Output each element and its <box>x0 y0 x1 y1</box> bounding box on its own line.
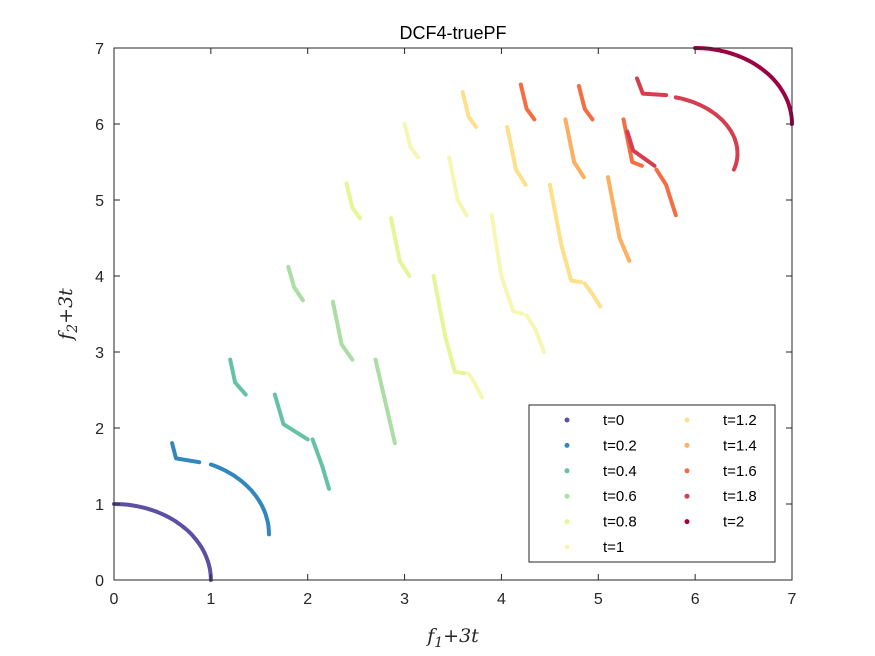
legend-label: t=1 <box>603 539 624 556</box>
series-segment <box>582 281 603 309</box>
series-segment <box>654 167 678 218</box>
legend-label: t=0.8 <box>603 514 637 531</box>
series-t-1 <box>402 122 546 400</box>
legend-marker <box>684 468 690 474</box>
y-tick-label: 6 <box>95 117 104 134</box>
series-segment <box>228 357 248 397</box>
legend-label: t=2 <box>723 514 744 531</box>
series-t-1-2 <box>460 90 603 309</box>
series-segment <box>460 90 479 129</box>
series-segment <box>402 122 421 160</box>
legend-marker <box>564 417 570 423</box>
legend-marker <box>684 442 690 448</box>
chart-title: DCF4-truePF <box>399 23 506 43</box>
series-segment <box>389 216 412 278</box>
axes-box <box>113 47 793 581</box>
series-segment <box>625 129 657 168</box>
series-t-0-2 <box>170 441 271 537</box>
legend-label: t=1.2 <box>723 412 757 429</box>
legend-marker <box>564 544 570 550</box>
x-axis-label: f1+3t <box>425 625 479 651</box>
ticks-layer: 0 1 2 3 4 5 6 7 0 1 2 3 4 5 6 7 <box>95 41 796 608</box>
series-segment <box>272 392 310 442</box>
series-segment <box>344 181 362 221</box>
series-segment <box>286 264 305 303</box>
y-axis-label-main: f <box>55 330 77 342</box>
x-tick-label: 7 <box>788 591 797 608</box>
y-tick-label: 4 <box>95 269 104 286</box>
series-segment <box>447 155 469 218</box>
series-segment <box>606 175 632 263</box>
x-tick-label: 2 <box>303 591 312 608</box>
legend-label: t=1.8 <box>723 488 757 505</box>
legend-marker <box>564 468 570 474</box>
x-tick-label: 4 <box>497 591 506 608</box>
x-axis-label-sub: 1 <box>434 635 443 651</box>
series-t-0-6 <box>286 264 397 446</box>
x-tick-label: 5 <box>594 591 603 608</box>
series-segment <box>635 76 669 98</box>
y-tick-label: 2 <box>95 421 104 438</box>
legend-label: t=0.2 <box>603 437 637 454</box>
legend-label: t=0.6 <box>603 488 637 505</box>
series-segment <box>330 299 355 362</box>
x-tick-label: 6 <box>691 591 700 608</box>
series-segment <box>466 371 485 400</box>
series-segment <box>524 313 546 354</box>
x-tick-label: 1 <box>206 591 215 608</box>
legend-label: t=1.4 <box>723 437 757 454</box>
legend-box <box>528 404 776 563</box>
series-t-0 <box>112 502 213 582</box>
series-segment <box>112 502 213 582</box>
series-segment <box>547 182 583 285</box>
series-segment <box>563 117 586 180</box>
legend-label: t=1.6 <box>723 463 757 480</box>
series-layer <box>112 46 794 582</box>
y-tick-label: 1 <box>95 497 104 514</box>
legend-label: t=0.4 <box>603 463 637 480</box>
x-axis-label-main: f <box>425 625 437 647</box>
x-tick-label: 3 <box>400 591 409 608</box>
legend: t=0 t=0.2 t=0.4 t=0.6 t=0.8 t=1 t=1.2 t=1.4 t=1.… <box>528 404 776 563</box>
y-tick-label: 3 <box>95 345 104 362</box>
legend-marker <box>684 493 690 499</box>
y-tick-label: 5 <box>95 193 104 210</box>
legend-marker <box>564 493 570 499</box>
series-segment <box>373 357 397 446</box>
series-segment <box>505 125 528 187</box>
x-axis-label-rest: +3t <box>443 625 479 647</box>
series-segment <box>431 274 467 376</box>
legend-marker <box>564 442 570 448</box>
legend-marker <box>684 519 690 525</box>
series-t-1-8 <box>625 76 740 172</box>
y-axis-label-rest: +3t <box>55 288 77 324</box>
series-t-0-4 <box>228 357 331 491</box>
series-segment <box>576 84 595 122</box>
series-segment <box>170 441 202 465</box>
series-segment <box>518 82 537 122</box>
series-t-2 <box>693 46 794 126</box>
legend-marker <box>564 519 570 525</box>
y-axis-label-sub: 2 <box>65 324 81 334</box>
series-t-0-8 <box>344 181 467 376</box>
y-tick-label: 0 <box>95 573 104 590</box>
x-tick-label: 0 <box>110 591 119 608</box>
series-segment <box>310 437 331 491</box>
series-segment <box>208 462 271 537</box>
series-t-1-4 <box>563 117 632 263</box>
series-segment <box>673 95 740 172</box>
y-tick-label: 7 <box>95 41 104 58</box>
legend-marker <box>684 417 690 423</box>
y-axis-label: f2+3t <box>55 288 81 342</box>
series-segment <box>489 213 525 316</box>
legend-label: t=0 <box>603 412 624 429</box>
series-segment <box>693 46 794 126</box>
